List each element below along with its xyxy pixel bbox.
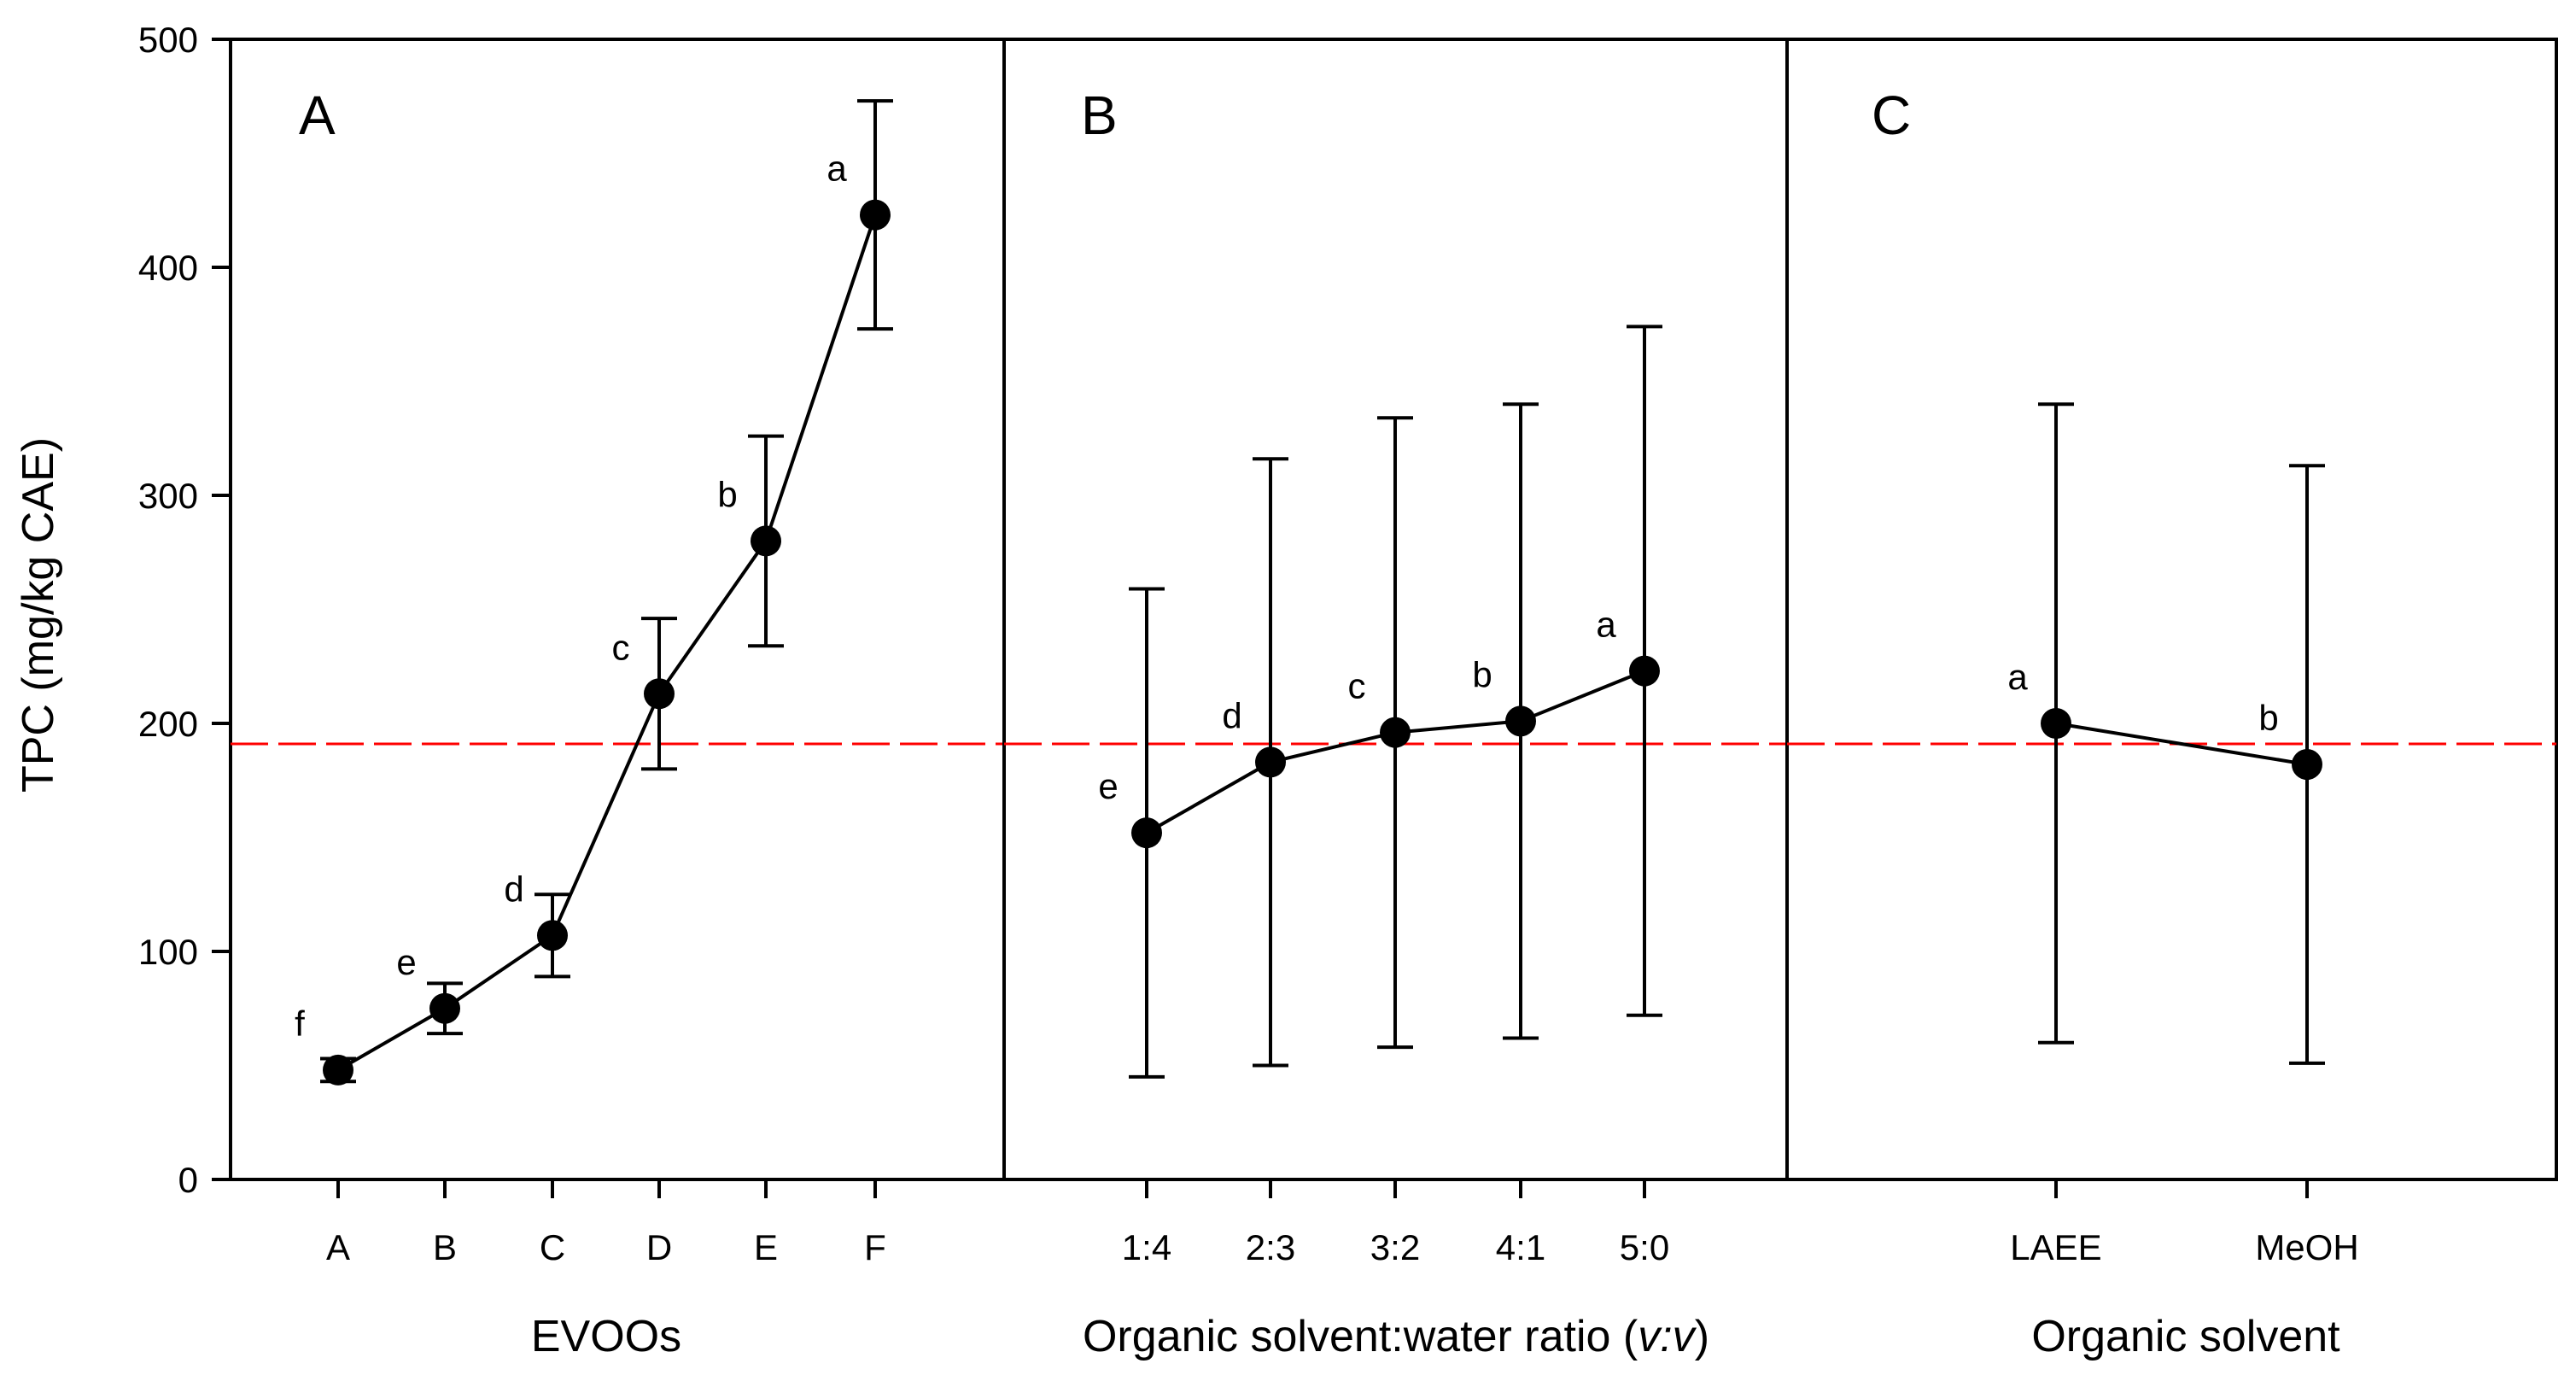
significance-label: b bbox=[1472, 654, 1492, 694]
x-axis-title: Organic solvent bbox=[2031, 1312, 2340, 1361]
data-point bbox=[1380, 717, 1411, 748]
panel-b: B 1:4 2:3 3:2 4:1 5:0 Organic solvent:water ra… bbox=[1002, 38, 1789, 1361]
y-axis-title: TPC (mg/kg CAE) bbox=[14, 437, 63, 793]
panels: A A B C D E F EVOOs f e d c b a B 1:4 2:3 3:2 4:1 5:0 Organi… bbox=[229, 38, 2558, 1361]
significance-label: c bbox=[1348, 666, 1366, 706]
data-point bbox=[2292, 749, 2322, 781]
significance-label: d bbox=[1222, 695, 1241, 735]
x-tick-label: 2:3 bbox=[1246, 1227, 1295, 1267]
y-tick-label: 0 bbox=[178, 1160, 198, 1200]
x-axis-title: Organic solvent:water ratio (v:v) bbox=[1083, 1312, 1709, 1361]
x-tick-label: 3:2 bbox=[1370, 1227, 1420, 1267]
data-point bbox=[1505, 705, 1536, 737]
x-tick-label: E bbox=[754, 1227, 778, 1267]
x-tick-label: A bbox=[326, 1227, 350, 1267]
x-tick-label: 5:0 bbox=[1620, 1227, 1669, 1267]
panel-a: A A B C D E F EVOOs f e d c b a bbox=[229, 38, 1006, 1361]
x-tick-label: C bbox=[540, 1227, 565, 1267]
panel-letter: B bbox=[1081, 85, 1118, 146]
y-axis: 0 100 200 300 400 500 bbox=[138, 20, 231, 1200]
significance-label: d bbox=[504, 869, 523, 909]
x-tick-label: D bbox=[646, 1227, 672, 1267]
significance-label: c bbox=[612, 627, 630, 667]
data-point bbox=[751, 525, 781, 557]
series-line bbox=[337, 214, 877, 1072]
y-tick-label: 300 bbox=[138, 476, 198, 516]
x-tick-label: 1:4 bbox=[1122, 1227, 1171, 1267]
data-point bbox=[537, 920, 568, 951]
significance-label: f bbox=[295, 1004, 305, 1044]
panel-letter: A bbox=[299, 85, 336, 146]
panel-letter: C bbox=[1872, 85, 1911, 146]
data-point bbox=[2041, 708, 2071, 739]
data-point bbox=[1629, 655, 1660, 687]
x-tick-label: F bbox=[864, 1227, 886, 1267]
data-point bbox=[323, 1054, 353, 1086]
panel-c: C LAEE MeOH Organic solvent a b bbox=[1785, 38, 2558, 1361]
x-tick-label: MeOH bbox=[2255, 1227, 2358, 1267]
x-tick-label: B bbox=[433, 1227, 457, 1267]
x-tick-label: LAEE bbox=[2010, 1227, 2101, 1267]
significance-label: b bbox=[2258, 698, 2278, 738]
data-point bbox=[1131, 817, 1162, 849]
y-tick-label: 400 bbox=[138, 248, 198, 288]
y-tick-label: 500 bbox=[138, 20, 198, 60]
significance-label: a bbox=[827, 149, 847, 189]
data-point bbox=[644, 678, 675, 710]
data-point bbox=[1255, 746, 1286, 778]
significance-label: b bbox=[717, 474, 737, 514]
significance-label: a bbox=[2007, 657, 2028, 697]
series-line bbox=[2055, 722, 2308, 767]
y-tick-label: 100 bbox=[138, 932, 198, 972]
data-point bbox=[429, 992, 460, 1024]
significance-label: e bbox=[1098, 766, 1118, 806]
y-tick-label: 200 bbox=[138, 704, 198, 744]
significance-label: a bbox=[1596, 605, 1616, 645]
panel-frame bbox=[1785, 38, 2558, 1181]
x-axis-title: EVOOs bbox=[531, 1312, 681, 1361]
data-point bbox=[860, 199, 891, 231]
x-tick-label: 4:1 bbox=[1496, 1227, 1545, 1267]
significance-label: e bbox=[396, 942, 416, 982]
